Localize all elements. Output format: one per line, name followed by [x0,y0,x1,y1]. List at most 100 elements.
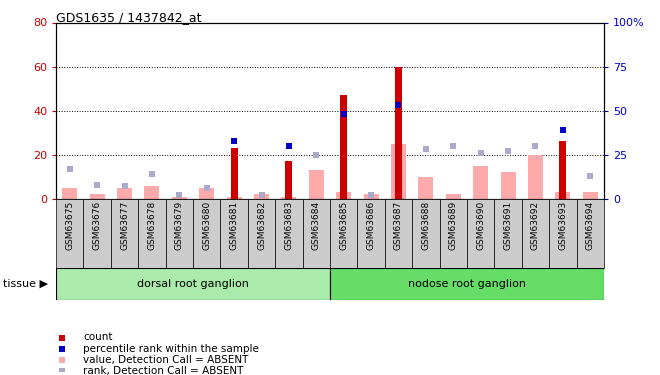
Point [366,192,376,198]
Bar [111,199,138,268]
Point [448,143,459,149]
Text: GSM63692: GSM63692 [531,201,540,250]
Point [393,145,404,151]
Point [147,171,157,177]
Bar [560,141,566,199]
Text: GSM63682: GSM63682 [257,201,266,250]
Bar [467,199,494,268]
Text: GSM63683: GSM63683 [284,201,294,250]
Text: dorsal root ganglion: dorsal root ganglion [137,279,249,289]
Point [174,192,185,198]
Bar [56,199,83,268]
Point [229,138,240,144]
Bar [62,188,77,199]
Text: GSM63675: GSM63675 [65,201,75,250]
Bar [412,199,440,268]
Bar [226,196,242,199]
Bar [330,199,358,268]
Text: value, Detection Call = ABSENT: value, Detection Call = ABSENT [83,355,249,365]
Point [229,192,240,198]
Text: GSM63694: GSM63694 [585,201,595,250]
Text: GSM63691: GSM63691 [504,201,513,250]
Bar [528,154,543,199]
Bar [83,199,111,268]
Bar [145,186,160,199]
Bar [549,199,577,268]
Point [65,166,75,172]
Text: nodose root ganglion: nodose root ganglion [408,279,526,289]
Bar [446,194,461,199]
Point [92,182,102,188]
Bar [521,199,549,268]
Text: GDS1635 / 1437842_at: GDS1635 / 1437842_at [56,11,201,24]
Bar [391,144,406,199]
Bar [220,199,248,268]
Point [503,148,513,154]
Bar [358,199,385,268]
Bar [309,170,324,199]
Bar [193,199,220,268]
Text: GSM63676: GSM63676 [92,201,102,250]
Text: GSM63677: GSM63677 [120,201,129,250]
Text: GSM63688: GSM63688 [421,201,430,250]
Bar [90,194,105,199]
Point [530,143,541,149]
Point [374,350,385,355]
Point [311,152,321,157]
Point [284,143,294,149]
Bar [473,166,488,199]
Point [374,247,385,253]
Bar [583,192,598,199]
Text: rank, Detection Call = ABSENT: rank, Detection Call = ABSENT [83,366,244,375]
Text: GSM63687: GSM63687 [394,201,403,250]
Bar [364,194,379,199]
Point [339,111,349,117]
Bar [385,199,412,268]
Point [256,192,267,198]
Text: GSM63685: GSM63685 [339,201,348,250]
Bar [577,199,604,268]
Point [119,183,130,189]
Point [201,185,212,191]
Bar [199,188,214,199]
Bar [440,199,467,268]
Text: GSM63680: GSM63680 [202,201,211,250]
Bar [500,172,515,199]
Bar [494,199,521,268]
Bar [166,199,193,268]
Point [339,192,349,198]
Bar [138,199,166,268]
Bar [395,67,402,199]
Bar [254,194,269,199]
Text: GSM63686: GSM63686 [366,201,376,250]
Bar [117,188,132,199]
Text: GSM63690: GSM63690 [476,201,485,250]
Bar [248,199,275,268]
Bar [302,199,330,268]
Bar [336,192,351,199]
Point [558,155,568,161]
Text: GSM63681: GSM63681 [230,201,239,250]
Bar [172,196,187,199]
Point [374,43,385,49]
Bar [286,161,292,199]
Bar [330,268,604,300]
Point [585,173,595,179]
Text: tissue ▶: tissue ▶ [3,279,48,289]
Text: percentile rank within the sample: percentile rank within the sample [83,344,259,354]
Text: GSM63693: GSM63693 [558,201,568,250]
Text: count: count [83,333,113,342]
Bar [275,199,302,268]
Point [284,194,294,200]
Bar [341,95,347,199]
Point [374,145,385,151]
Text: GSM63684: GSM63684 [312,201,321,250]
Text: GSM63679: GSM63679 [175,201,184,250]
Bar [231,148,238,199]
Point [393,102,404,108]
Point [558,127,568,133]
Point [475,150,486,156]
Bar [56,268,330,300]
Bar [555,192,570,199]
Bar [281,196,296,199]
